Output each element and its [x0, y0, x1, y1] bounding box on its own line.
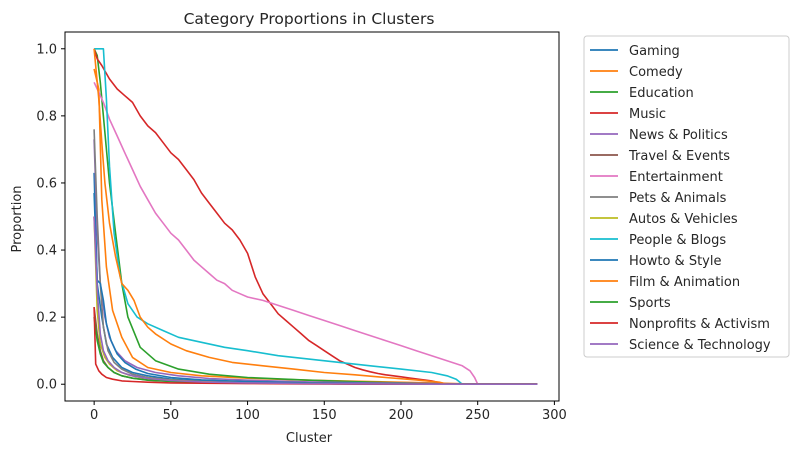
legend-label: Science & Technology — [629, 338, 771, 353]
y-tick-label: 0.6 — [36, 176, 57, 191]
legend-label: People & Blogs — [629, 233, 726, 248]
y-tick-label: 0.4 — [36, 244, 57, 259]
legend-label: Nonprofits & Activism — [629, 317, 770, 332]
x-axis-label: Cluster — [286, 431, 333, 446]
legend-label: News & Politics — [629, 128, 728, 143]
y-tick-label: 0.0 — [36, 378, 57, 393]
legend-label: Sports — [629, 296, 671, 311]
series-line-10 — [93, 192, 538, 385]
series-line-12 — [93, 316, 538, 385]
x-axis: 0 50 100 150 200 250 300 — [90, 401, 567, 423]
x-tick-label: 0 — [90, 408, 98, 423]
series-line-9 — [94, 48, 538, 385]
y-tick-label: 0.2 — [36, 311, 57, 326]
series-line-4 — [93, 139, 538, 385]
series-line-6 — [93, 81, 538, 385]
y-tick-label: 0.8 — [36, 109, 57, 124]
legend-label: Comedy — [629, 65, 683, 80]
legend-label: Entertainment — [629, 170, 723, 185]
legend-label: Film & Animation — [629, 275, 740, 290]
series-line-0 — [93, 172, 538, 385]
legend-label: Gaming — [629, 44, 680, 59]
x-tick-label: 300 — [542, 408, 567, 423]
y-tick-label: 1.0 — [36, 42, 57, 57]
legend-label: Autos & Vehicles — [629, 212, 738, 227]
x-tick-label: 100 — [235, 408, 260, 423]
x-tick-label: 150 — [312, 408, 337, 423]
legend-frame — [583, 35, 790, 358]
legend-label: Howto & Style — [629, 254, 721, 269]
legend-label: Pets & Animals — [629, 191, 727, 206]
series-line-11 — [93, 48, 538, 385]
legend-label: Travel & Events — [628, 149, 730, 164]
x-tick-label: 50 — [163, 408, 180, 423]
legend-label: Education — [629, 86, 694, 101]
x-tick-label: 250 — [465, 408, 490, 423]
chart-title: Category Proportions in Clusters — [184, 10, 435, 28]
series-line-2 — [93, 48, 538, 385]
series-line-3 — [93, 48, 538, 385]
y-axis: 0.0 0.2 0.4 0.6 0.8 1.0 — [36, 42, 65, 393]
legend: Gaming Comedy Education Music News & Politic… — [590, 44, 771, 353]
x-tick-label: 200 — [389, 408, 414, 423]
plot-lines — [93, 48, 538, 385]
y-axis-label: Proportion — [10, 185, 25, 252]
legend-label: Music — [629, 107, 666, 122]
plot-frame — [64, 31, 560, 402]
series-line-14 — [93, 216, 538, 385]
